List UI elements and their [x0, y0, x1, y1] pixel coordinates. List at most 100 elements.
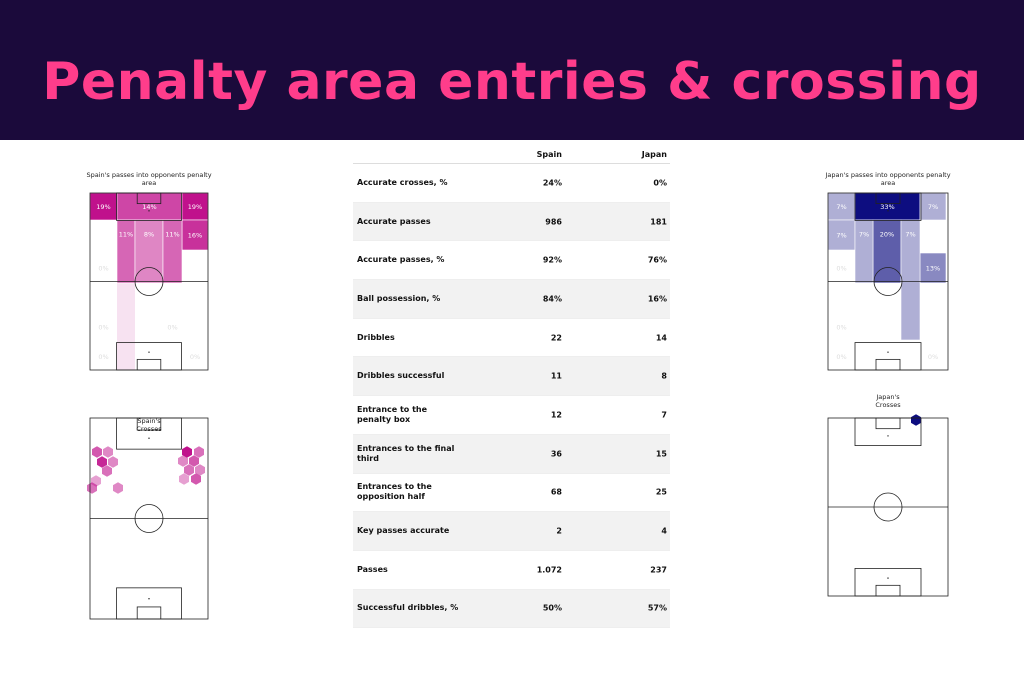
penalty-box — [116, 587, 182, 620]
cell-value: 237 — [650, 565, 667, 575]
heat-cell — [854, 219, 874, 284]
heat-layer — [87, 192, 947, 494]
cell-value: 15 — [655, 449, 667, 459]
cross-hex — [195, 464, 205, 476]
table-row: Dribbles 22 14 — [353, 319, 670, 358]
cross-hex — [102, 465, 112, 477]
table-row: Accurate passes, % 92% 76% — [353, 241, 670, 281]
heat-cell — [181, 219, 209, 251]
cell-value: 16% — [647, 294, 667, 304]
cross-hex — [194, 446, 204, 458]
row-label: Accurate passes — [357, 216, 431, 226]
heat-label: 11% — [119, 231, 133, 239]
row-label: Passes — [357, 564, 388, 574]
cell-value: 92% — [542, 255, 562, 265]
cell-value: 84% — [542, 294, 562, 304]
heat-label: 0% — [928, 353, 938, 361]
heat-label: 14% — [142, 203, 156, 211]
cell-value: 0% — [653, 178, 667, 188]
cross-hex — [178, 455, 188, 467]
table-row: Dribbles successful 11 8 — [353, 357, 670, 397]
six-yard-box — [136, 417, 162, 431]
table-row: Entrances to the opposition half 68 25 — [353, 474, 670, 513]
row-label: Dribbles successful — [357, 371, 445, 381]
cross-hex — [113, 482, 123, 494]
center-circle — [134, 267, 164, 296]
cell-value: 76% — [647, 255, 667, 265]
table-row: Accurate crosses, % 24% 0% — [353, 164, 670, 203]
heat-label: 19% — [96, 203, 110, 211]
table-row: Accurate passes 986 181 — [353, 202, 670, 242]
row-label: Entrances to the opposition half — [357, 482, 432, 502]
heat-cell — [827, 219, 856, 251]
page-title: Penalty area entries & crossing — [42, 52, 982, 112]
header-row: Spain Japan — [353, 145, 670, 164]
cell-value: 4 — [661, 526, 667, 536]
cell-value: 68 — [550, 487, 562, 497]
heat-label: 0% — [836, 265, 846, 273]
heat-label: 19% — [188, 203, 202, 211]
row-label: Dribbles — [357, 332, 395, 342]
cross-hex — [184, 464, 194, 476]
heat-cell — [919, 192, 947, 221]
heat-label: 0% — [167, 324, 177, 332]
heat-label: 33% — [880, 203, 894, 211]
stats-table: Spain Japan Accurate crosses, % 24% 0% Accura… — [353, 145, 670, 629]
penalty-spot — [148, 351, 150, 353]
heat-cell — [116, 192, 183, 221]
center-circle — [134, 504, 164, 533]
pitch-layer — [89, 192, 949, 620]
heat-cell — [116, 219, 136, 284]
cell-value: 181 — [650, 217, 667, 227]
heat-label: 11% — [165, 231, 179, 239]
panel-title: Japan's passes into opponents penalty ar… — [825, 171, 951, 187]
cell-value: 50% — [542, 603, 562, 613]
table-row: Ball possession, % 84% 16% — [353, 280, 670, 319]
heat-label: 20% — [880, 231, 894, 239]
panel-title-text: Spain's Crosses — [136, 417, 162, 433]
heat-label: 7% — [859, 231, 869, 239]
cell-value: 12 — [550, 410, 562, 420]
heat-label: 7% — [928, 203, 938, 211]
penalty-box — [854, 342, 922, 371]
heat-cell — [162, 219, 183, 284]
heat-label: 7% — [836, 232, 846, 240]
cell-value: 36 — [550, 449, 562, 459]
column-header: Spain — [536, 150, 562, 159]
cell-value: 25 — [655, 487, 667, 497]
six-yard-box — [875, 584, 901, 597]
six-yard-box — [875, 358, 901, 371]
table-row: Entrances to the final third 36 15 — [353, 434, 670, 474]
penalty-spot — [887, 435, 889, 437]
cell-value: 986 — [545, 217, 562, 227]
column-header: Japan — [641, 150, 667, 159]
cross-hex — [179, 473, 189, 485]
cross-hex — [189, 455, 199, 467]
row-label: Accurate passes, % — [357, 255, 445, 265]
heat-label: 7% — [836, 203, 846, 211]
cross-hex — [97, 456, 107, 468]
penalty-spot — [148, 437, 150, 439]
penalty-box — [854, 568, 922, 597]
row-label: Key passes accurate — [357, 526, 450, 536]
row-label: Successful dribbles, % — [357, 603, 459, 613]
panel-title: Japan's Crosses — [823, 393, 953, 409]
cell-value: 24% — [542, 178, 562, 188]
six-yard-box — [136, 358, 162, 371]
cell-value: 57% — [647, 603, 667, 613]
row-label: Entrances to the final third — [357, 443, 455, 463]
heat-label: 0% — [98, 324, 108, 332]
center-circle — [873, 492, 903, 522]
heat-label: 0% — [190, 353, 200, 361]
penalty-spot — [887, 351, 889, 353]
cross-hex — [87, 482, 97, 494]
heat-label: 7% — [905, 231, 915, 239]
cell-value: 7 — [661, 410, 667, 420]
six-yard-box — [875, 417, 901, 430]
penalty-spot — [148, 210, 150, 212]
penalty-spot — [887, 210, 889, 212]
banner: Penalty area entries & crossing — [0, 0, 1024, 140]
six-yard-box — [136, 606, 162, 620]
penalty-spot — [148, 598, 150, 600]
